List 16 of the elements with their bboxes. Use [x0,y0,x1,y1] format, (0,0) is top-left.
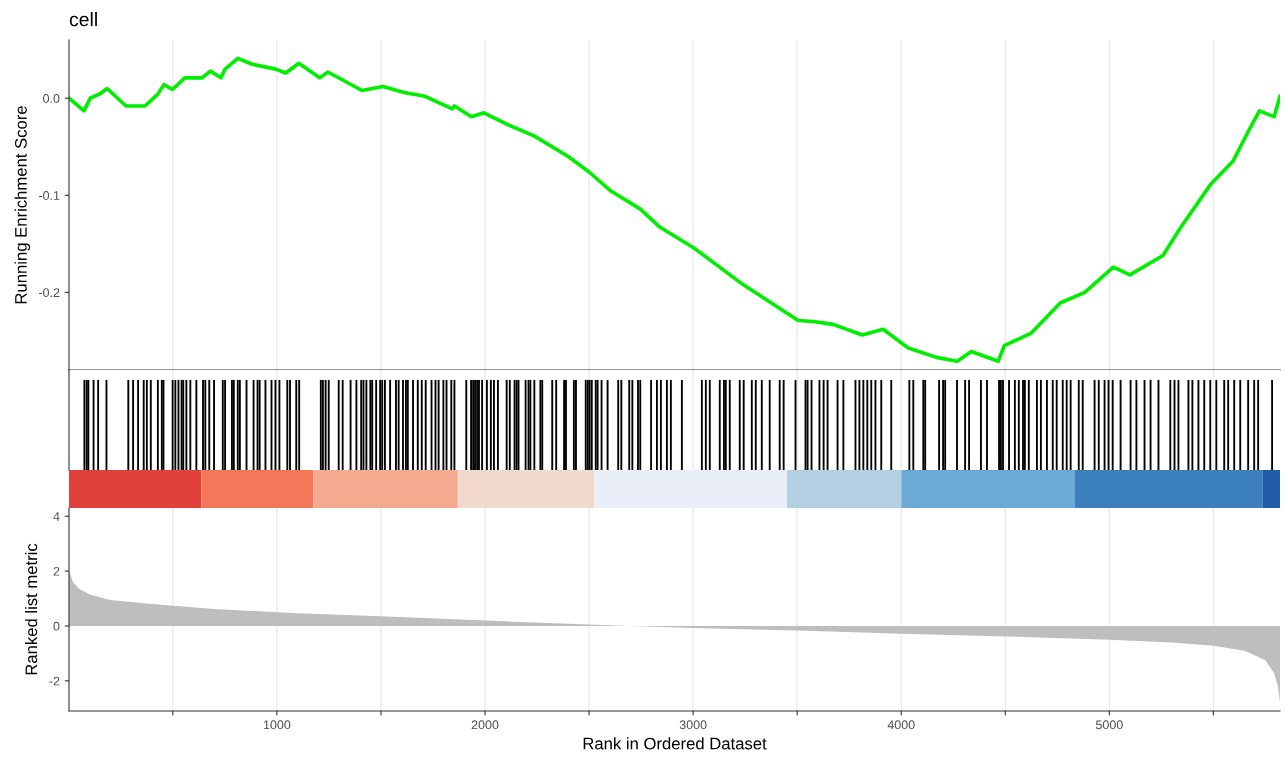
x-tick-label: 2000 [471,720,499,730]
y-tick-label: 2 [53,566,60,576]
y-tick-label: 0.0 [43,94,60,103]
y-axis-title: Ranked list metric [24,543,38,675]
y-tick-label: -0.2 [38,288,60,298]
y-tick-label: -2 [49,676,60,686]
x-axis-title: Rank in Ordered Dataset [583,737,767,750]
y-tick-label: 4 [53,512,60,521]
y-tick-label: 0 [53,621,60,631]
y-tick-label: -0.1 [38,191,60,200]
y-axis-title: Running Enrichment Score [14,106,31,304]
x-tick-label: 3000 [679,720,707,730]
chart-title: cell [69,12,97,27]
x-tick-label: 1000 [263,720,291,730]
x-tick-label: 5000 [1095,720,1123,730]
x-tick-label: 4000 [887,720,915,730]
